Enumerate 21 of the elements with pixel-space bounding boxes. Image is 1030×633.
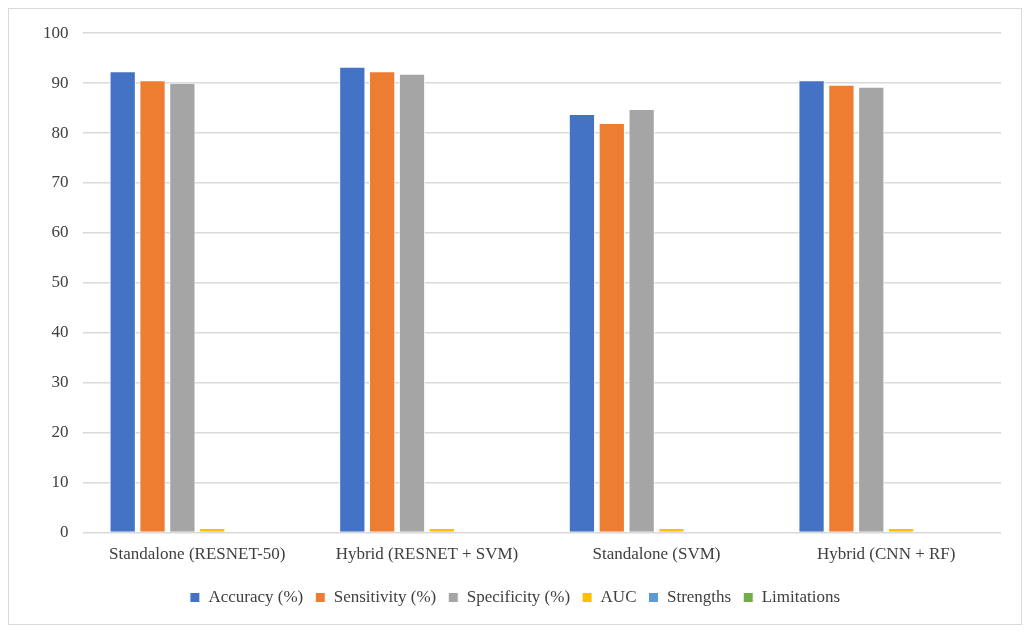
- legend-label: Accuracy (%): [208, 586, 304, 606]
- legend-label: Specificity (%): [466, 586, 571, 606]
- y-tick-label: 80: [51, 122, 69, 142]
- y-tick-label: 60: [51, 222, 69, 242]
- y-tick-label: 100: [43, 22, 69, 42]
- legend-label: Sensitivity (%): [333, 586, 437, 606]
- y-tick-label: 70: [51, 172, 69, 192]
- x-tick-label: Standalone (RESNET-50): [109, 544, 286, 564]
- legend-label: AUC: [600, 586, 637, 606]
- x-tick-label: Hybrid (CNN + RF): [816, 544, 956, 564]
- y-tick-label: 40: [51, 322, 69, 342]
- legend-label: Limitations: [761, 586, 841, 606]
- y-tick-label: 50: [51, 272, 69, 292]
- y-tick-label: 90: [51, 72, 69, 92]
- y-tick-label: 0: [60, 522, 69, 542]
- legend-label: Strengths: [666, 586, 732, 606]
- y-tick-label: 10: [51, 472, 69, 492]
- x-tick-label: Standalone (SVM): [592, 544, 721, 564]
- y-tick-label: 30: [51, 372, 69, 392]
- x-tick-label: Hybrid (RESNET + SVM): [335, 544, 519, 564]
- y-tick-label: 20: [51, 422, 69, 442]
